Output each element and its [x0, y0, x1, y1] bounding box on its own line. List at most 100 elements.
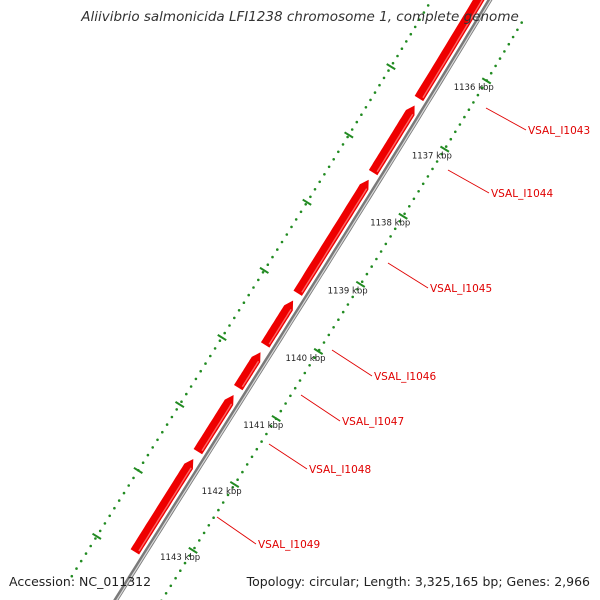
scale-dot: [403, 212, 406, 216]
inner-scale-dot: [247, 293, 250, 297]
inner-scale-dot: [285, 233, 289, 236]
inner-scale-dot: [341, 143, 345, 146]
scale-dot: [435, 160, 439, 163]
gene-label: VSAL_I1044: [491, 188, 553, 200]
inner-scale-dot: [89, 544, 92, 548]
inner-major-tick: [386, 63, 396, 71]
scale-dot: [202, 531, 206, 535]
inner-scale-dot: [373, 91, 377, 94]
scale-dot: [188, 554, 192, 557]
scale-dot: [313, 356, 316, 360]
inner-scale-dot: [228, 324, 231, 327]
scale-dot: [236, 478, 239, 482]
inner-major-tick: [344, 131, 354, 139]
major-tick: [439, 145, 450, 153]
gene-leader-line: [300, 394, 341, 422]
major-tick: [481, 77, 492, 85]
gene-leader-line: [216, 516, 257, 545]
gene-highlight: [201, 403, 233, 452]
scale-dot: [494, 64, 497, 68]
scale-dot: [174, 576, 177, 580]
scale-dot: [179, 569, 182, 572]
scale-dot: [489, 71, 493, 75]
major-tick: [355, 280, 366, 288]
gene-highlight: [138, 467, 192, 552]
tick-label: 1143 kbp: [160, 553, 200, 563]
scale-dot: [212, 516, 215, 519]
scale-dot: [511, 35, 515, 39]
inner-scale-dot: [98, 529, 102, 533]
inner-scale-dot: [413, 25, 417, 29]
scale-dot: [221, 501, 225, 504]
inner-scale-dot: [266, 263, 270, 267]
inner-scale-dot: [242, 301, 246, 305]
accession-text: Accession: NC_011312: [9, 574, 152, 589]
ruler-ticks: 1136 kbp 1137 kbp 1138 kbp 1139 kbp 1140 kbp…: [70, 4, 523, 600]
inner-scale-dot: [185, 392, 188, 396]
inner-scale-dot: [360, 113, 363, 116]
tick-label: 1139 kbp: [328, 287, 368, 297]
major-tick: [188, 546, 198, 554]
gene-leader-line: [268, 443, 308, 470]
inner-major-tick: [302, 198, 312, 206]
inner-scale-dot: [252, 286, 255, 289]
inner-scale-dot: [103, 522, 107, 525]
inner-scale-dot: [396, 54, 399, 58]
major-tick: [313, 347, 324, 355]
scale-dot: [375, 257, 378, 261]
inner-scale-dot: [84, 552, 88, 555]
inner-scale-dot: [280, 240, 284, 244]
scale-dot: [408, 205, 411, 208]
scale-dot: [370, 265, 374, 268]
gene-leader-line: [387, 262, 429, 289]
inner-scale-dot: [261, 271, 265, 274]
gene-track: [130, 0, 485, 555]
scale-dot: [379, 250, 383, 253]
label-layer: VSAL_I1043 VSAL_I1044 VSAL_I1045 VSAL_I1046…: [216, 107, 590, 551]
map-title: Aliivibrio salmonicida LFI1238 chromosom…: [81, 9, 519, 25]
inner-scale-dot: [327, 165, 331, 169]
scale-dot: [341, 310, 345, 314]
tick-label: 1140 kbp: [285, 354, 325, 364]
scale-dot: [279, 409, 283, 413]
scale-dot: [421, 182, 425, 186]
scale-dot: [265, 432, 268, 436]
scale-dot: [444, 145, 448, 148]
scale-dot: [365, 272, 369, 276]
scale-dot: [217, 508, 220, 512]
inner-scale-dot: [165, 423, 169, 426]
tick-label: 1136 kbp: [454, 83, 494, 93]
scale-dot: [503, 50, 506, 53]
inner-scale-dot: [400, 47, 404, 50]
inner-scale-dot: [364, 106, 368, 109]
inner-scale-dot: [161, 430, 164, 434]
gene-leader-line: [485, 107, 527, 131]
inner-scale-dot: [422, 11, 426, 14]
inner-scale-dot: [213, 347, 217, 350]
inner-scale-dot: [409, 32, 413, 36]
scale-dot: [516, 28, 519, 32]
scale-dot: [303, 371, 307, 375]
scale-dot: [520, 21, 523, 24]
scale-dot: [431, 167, 434, 171]
scale-dot: [284, 402, 287, 405]
gene-highlight: [241, 360, 260, 388]
scale-dot: [250, 455, 254, 459]
inner-scale-dot: [156, 438, 159, 442]
tick-label: 1138 kbp: [370, 219, 410, 229]
scale-dot: [327, 333, 331, 337]
major-tick: [398, 212, 408, 220]
tick-label: 1142 kbp: [202, 487, 242, 497]
inner-scale-dot: [350, 128, 354, 131]
gene-leader-line: [331, 349, 373, 377]
inner-scale-dot: [204, 362, 207, 365]
scale-dot: [463, 115, 466, 119]
inner-scale-dot: [170, 415, 174, 419]
inner-major-tick: [174, 401, 185, 409]
chromosome-backbone: [113, 0, 493, 600]
inner-scale-dot: [337, 150, 340, 154]
gene-label: VSAL_I1047: [342, 416, 404, 428]
scale-dot: [507, 42, 511, 46]
backbone-line: [113, 0, 493, 600]
